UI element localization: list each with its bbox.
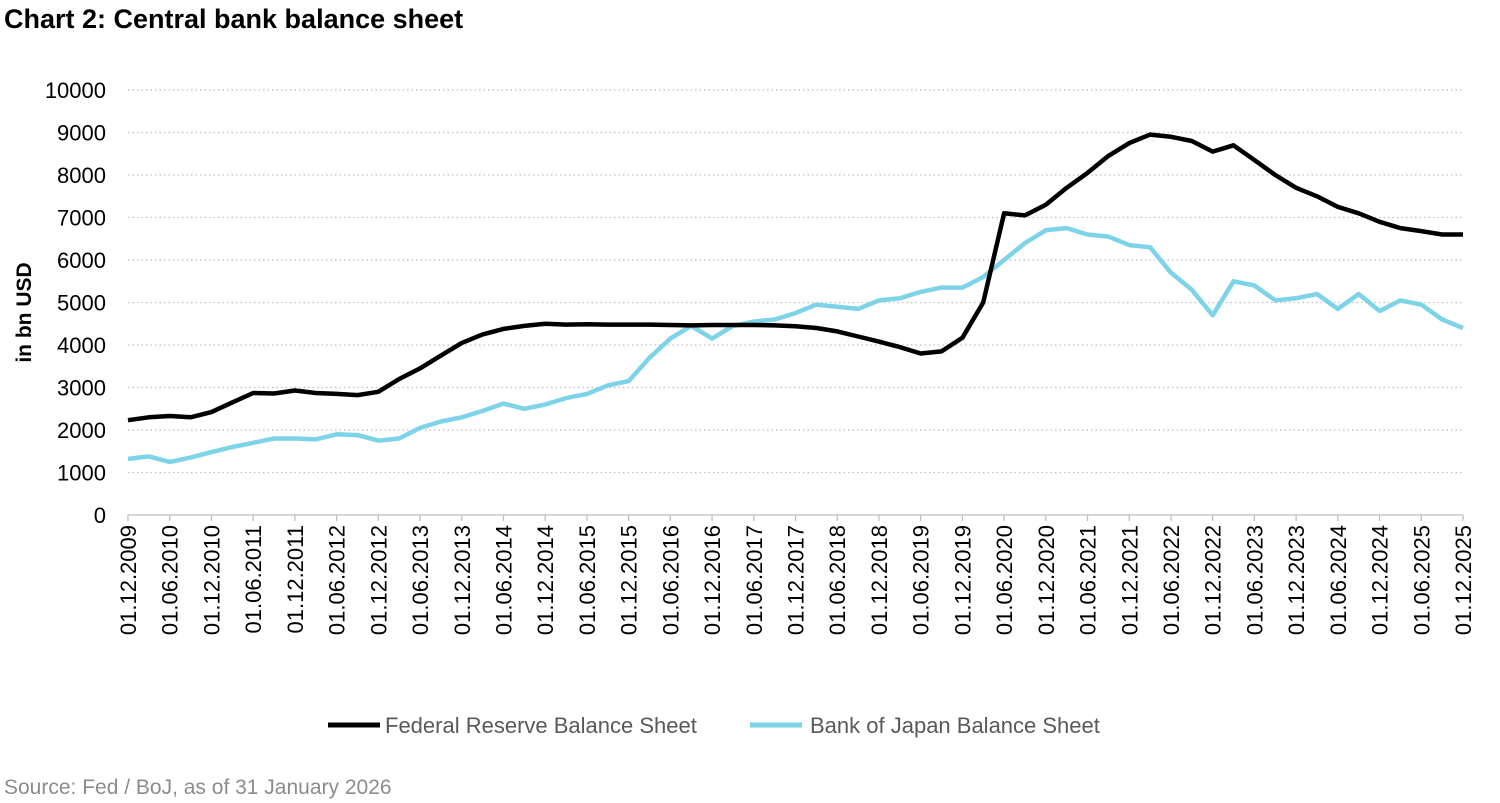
x-tick-label: 01.06.2013	[408, 525, 433, 635]
x-tick-label: 01.12.2014	[533, 525, 558, 635]
y-tick-label: 5000	[57, 291, 106, 316]
y-tick-label: 7000	[57, 206, 106, 231]
x-tick-label: 01.06.2012	[325, 525, 350, 635]
x-tick-label: 01.06.2011	[241, 525, 266, 633]
x-tick-label: 01.06.2023	[1242, 525, 1267, 635]
x-tick-label: 01.12.2019	[950, 525, 975, 635]
x-tick-label: 01.06.2021	[1076, 525, 1101, 635]
series-line-1	[127, 225, 1464, 465]
x-tick-label: 01.06.2019	[909, 525, 934, 635]
x-tick-label: 01.06.2010	[158, 525, 183, 635]
x-tick-label: 01.12.2011	[283, 525, 308, 633]
y-tick-label: 4000	[57, 333, 106, 358]
legend-label: Bank of Japan Balance Sheet	[810, 713, 1100, 738]
x-tick-label: 01.12.2010	[199, 525, 224, 635]
y-tick-label: 10000	[45, 78, 106, 103]
legend-label: Federal Reserve Balance Sheet	[385, 713, 697, 738]
y-tick-label: 3000	[57, 376, 106, 401]
x-tick-label: 01.12.2018	[867, 525, 892, 635]
x-tick-label: 01.06.2025	[1409, 525, 1434, 635]
x-tick-label: 01.12.2016	[700, 525, 725, 635]
x-tick-label: 01.12.2022	[1201, 525, 1226, 635]
x-tick-label: 01.06.2020	[992, 525, 1017, 635]
x-tick-label: 01.12.2012	[366, 525, 391, 635]
x-tick-label: 01.06.2022	[1159, 525, 1184, 635]
y-tick-label: 1000	[57, 461, 106, 486]
x-tick-label: 01.12.2013	[450, 525, 475, 635]
x-tick-label: 01.06.2018	[825, 525, 850, 635]
x-tick-label: 01.06.2024	[1326, 525, 1351, 635]
y-tick-label: 9000	[57, 121, 106, 146]
x-tick-label: 01.12.2015	[617, 525, 642, 635]
x-tick-label: 01.06.2017	[742, 525, 767, 635]
x-tick-label: 01.06.2016	[658, 525, 683, 635]
y-tick-label: 6000	[57, 248, 106, 273]
x-tick-label: 01.12.2009	[116, 525, 141, 635]
y-tick-label: 8000	[57, 163, 106, 188]
x-tick-label: 01.12.2017	[784, 525, 809, 635]
source-note: Source: Fed / BoJ, as of 31 January 2026	[4, 776, 392, 799]
x-tick-label: 01.06.2015	[575, 525, 600, 635]
x-tick-label: 01.12.2021	[1117, 525, 1142, 635]
y-tick-label: 0	[94, 503, 106, 528]
x-tick-label: 01.06.2014	[491, 525, 516, 635]
series-line-0	[127, 132, 1463, 423]
x-tick-label: 01.12.2023	[1284, 525, 1309, 635]
y-axis-label: in bn USD	[13, 262, 36, 362]
chart-title: Chart 2: Central bank balance sheet	[4, 4, 464, 34]
x-tick-label: 01.12.2020	[1034, 525, 1059, 635]
x-tick-label: 01.12.2025	[1451, 525, 1476, 635]
x-tick-label: 01.12.2024	[1368, 525, 1393, 635]
y-tick-label: 2000	[57, 418, 106, 443]
